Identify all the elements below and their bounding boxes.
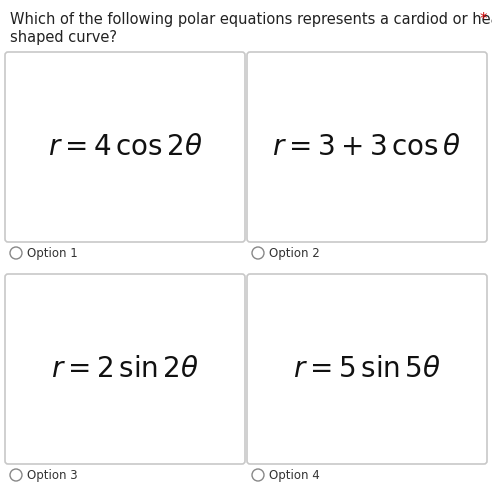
- Circle shape: [10, 247, 22, 259]
- Circle shape: [252, 247, 264, 259]
- FancyBboxPatch shape: [247, 52, 487, 242]
- FancyBboxPatch shape: [5, 274, 245, 464]
- Text: $r = 4\,\cos 2\theta$: $r = 4\,\cos 2\theta$: [48, 133, 203, 161]
- Text: shaped curve?: shaped curve?: [10, 30, 117, 45]
- Text: $r = 2\,\sin 2\theta$: $r = 2\,\sin 2\theta$: [51, 355, 199, 383]
- Text: Which of the following polar equations represents a cardiod or heart-: Which of the following polar equations r…: [10, 12, 492, 27]
- FancyBboxPatch shape: [247, 274, 487, 464]
- Circle shape: [10, 469, 22, 481]
- Text: Option 4: Option 4: [269, 469, 320, 482]
- Text: $r = 5\,\sin 5\theta$: $r = 5\,\sin 5\theta$: [293, 355, 441, 383]
- Text: Option 3: Option 3: [27, 469, 78, 482]
- Circle shape: [252, 469, 264, 481]
- Text: Option 1: Option 1: [27, 247, 78, 259]
- Text: Option 2: Option 2: [269, 247, 320, 259]
- Text: *: *: [480, 12, 488, 27]
- Text: $r = 3 + 3\,\cos\theta$: $r = 3 + 3\,\cos\theta$: [273, 133, 461, 161]
- FancyBboxPatch shape: [5, 52, 245, 242]
